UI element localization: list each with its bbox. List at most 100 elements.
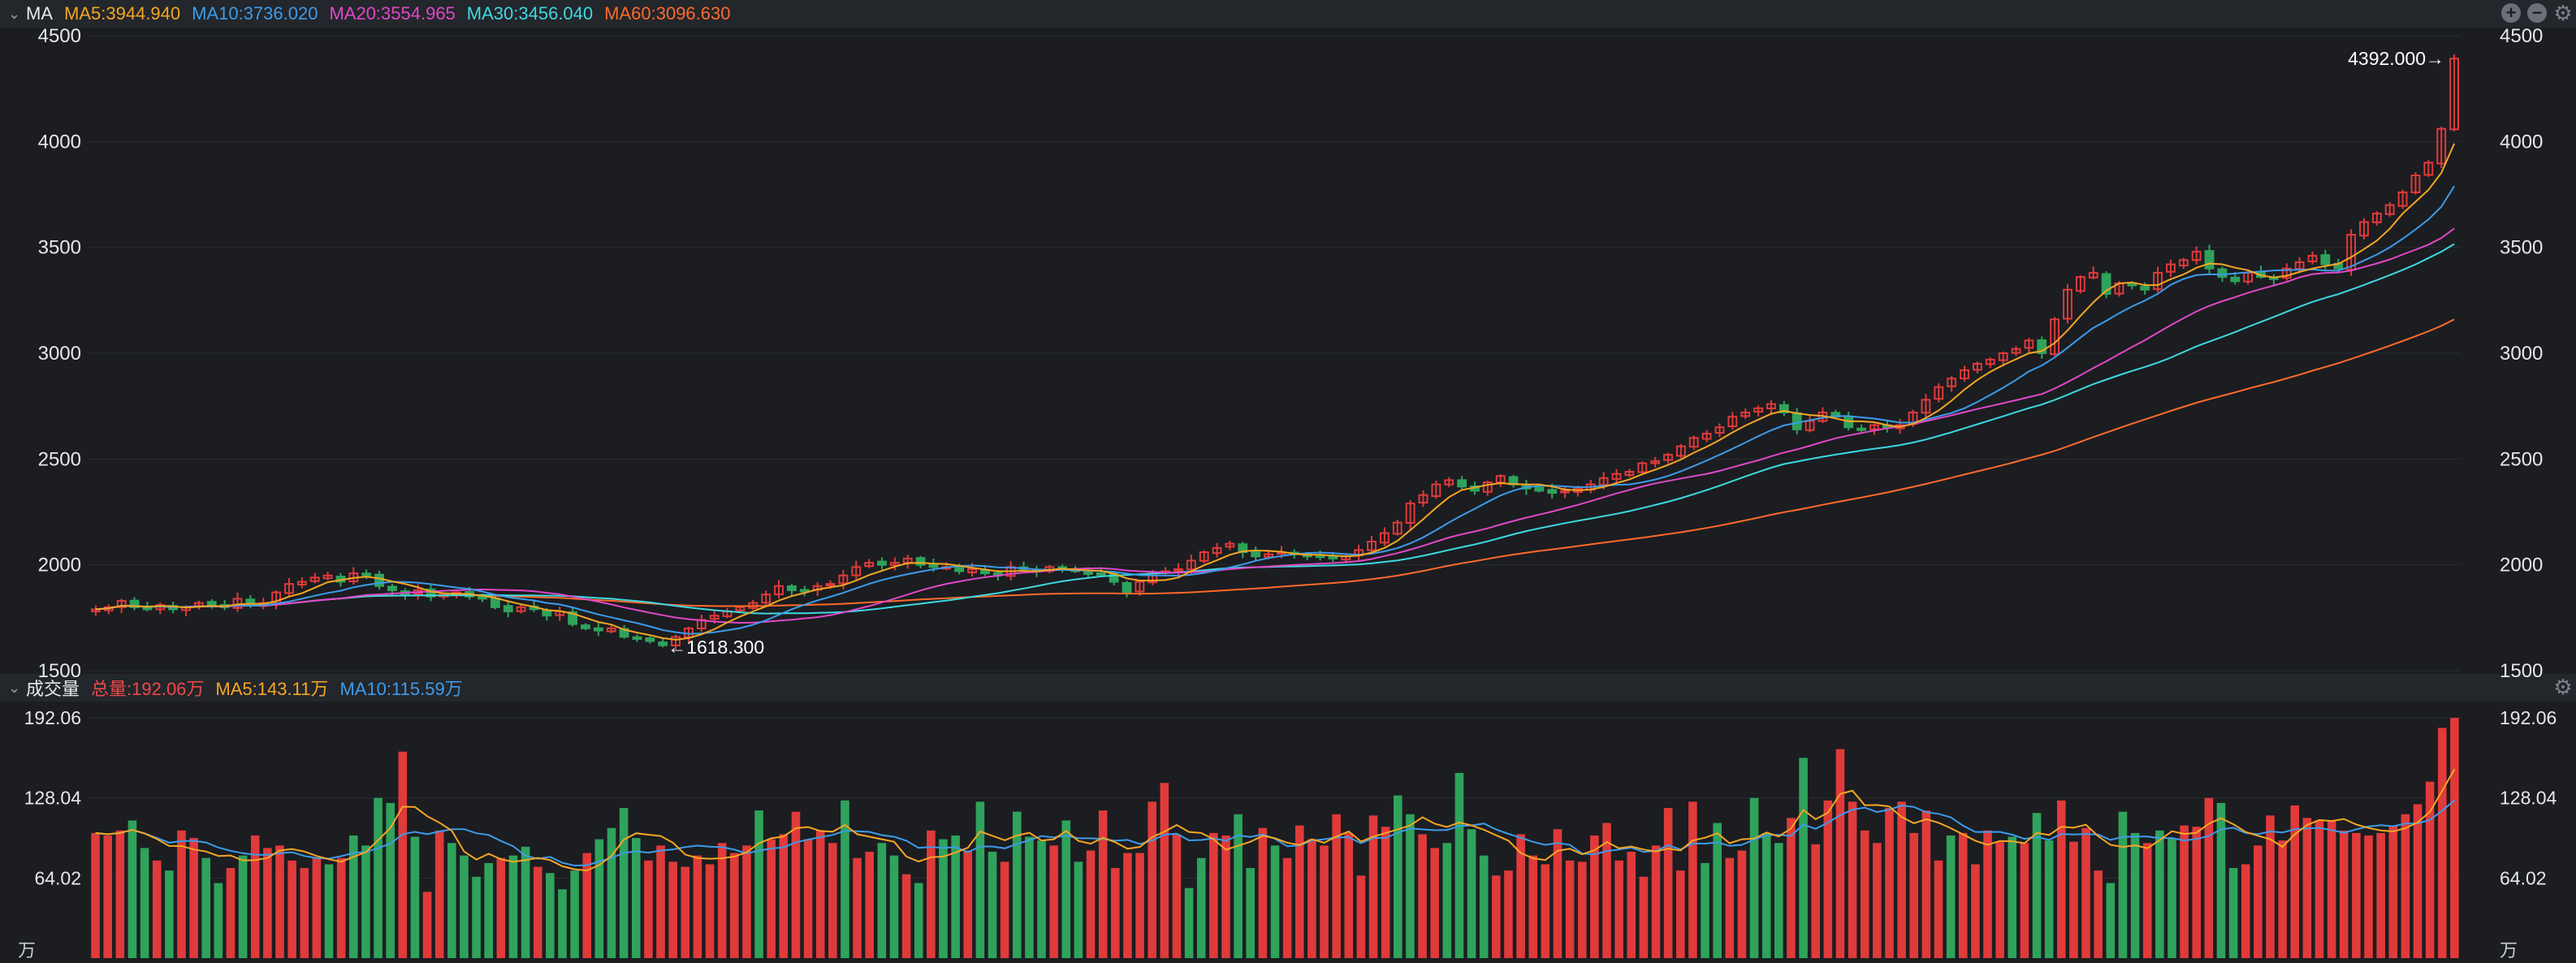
ma20-line	[95, 227, 2455, 624]
volume-bar	[1454, 772, 1464, 958]
price-y-tick-label-right: 1500	[2500, 660, 2543, 682]
candle-body	[2024, 339, 2034, 349]
volume-bar	[1946, 835, 1956, 958]
volume-bar	[115, 830, 125, 958]
volume-bar	[2302, 818, 2312, 958]
volume-bar	[668, 862, 677, 958]
volume-bar	[1675, 870, 1685, 958]
candle-body	[2204, 250, 2215, 270]
price-y-tick-label: 2000	[38, 555, 81, 577]
volume-bar	[2180, 825, 2189, 958]
volume-bar	[1492, 875, 1501, 958]
gear-icon[interactable]: ⚙	[2553, 1, 2573, 25]
volume-bar	[2278, 840, 2287, 958]
candle-body	[129, 599, 140, 608]
volume-bar	[1639, 876, 1649, 958]
volume-bar	[2388, 825, 2398, 958]
candle-body	[2037, 339, 2047, 355]
candle-body	[2436, 127, 2447, 165]
volume-bar	[963, 850, 973, 958]
volume-bar	[582, 853, 592, 958]
volume-bar	[422, 892, 432, 958]
volume-bar	[2327, 820, 2336, 958]
candle-body	[2359, 221, 2369, 237]
chevron-down-icon[interactable]: ⌄	[8, 6, 21, 22]
candle-body	[1482, 482, 1493, 493]
candle-body	[2217, 268, 2228, 279]
candle-body	[1405, 503, 1416, 524]
volume-bar	[287, 860, 296, 958]
candle-body	[374, 573, 384, 587]
volume-bar	[1885, 808, 1894, 958]
candle-body	[658, 641, 668, 646]
candle-body	[2166, 263, 2176, 273]
candle-body	[1367, 540, 1377, 551]
volume-bar	[1614, 860, 1623, 958]
volume-unit-label-right: 万	[2500, 940, 2518, 961]
candle-body	[1688, 437, 1699, 448]
candle-body	[1431, 483, 1441, 498]
volume-bar	[250, 835, 260, 958]
volume-bar	[1184, 887, 1194, 958]
volume-bar	[508, 855, 518, 958]
volume-bar	[1541, 864, 1550, 958]
volume-bar	[2401, 814, 2410, 958]
candle-body	[2153, 271, 2163, 291]
volume-bar	[889, 855, 899, 958]
legend-ma20: MA20:3554.965	[329, 3, 456, 24]
volume-bar	[361, 845, 370, 958]
volume-bar	[2081, 827, 2090, 958]
volume-bar	[1332, 814, 1341, 958]
price-y-tick-label: 4500	[38, 25, 81, 47]
candle-body	[851, 566, 862, 577]
volume-bar	[2450, 718, 2459, 958]
zoom-out-icon[interactable]: −	[2527, 3, 2547, 23]
candle-body	[309, 577, 320, 582]
candle-body	[1264, 553, 1273, 558]
candle-body	[1212, 546, 1222, 555]
candle-body	[1315, 555, 1325, 559]
candle-body	[915, 557, 926, 566]
volume-bar	[1651, 845, 1661, 958]
zoom-in-icon[interactable]: +	[2501, 3, 2521, 23]
volume-bar	[533, 866, 542, 958]
candle-body	[1792, 412, 1802, 430]
volume-bar	[1344, 832, 1354, 958]
volume-y-tick-label-right: 64.02	[2500, 867, 2547, 888]
volume-bar	[1282, 857, 1292, 958]
candle-body	[206, 601, 217, 607]
candle-body	[2410, 175, 2421, 193]
volume-bar	[263, 848, 272, 958]
volume-bar	[1320, 845, 1329, 958]
volume-bar	[1246, 868, 1256, 958]
volume-bar	[460, 855, 469, 958]
price-y-tick-label: 3500	[38, 237, 81, 259]
volume-bar	[374, 797, 383, 958]
volume-bar	[275, 845, 284, 958]
chevron-down-icon[interactable]: ⌄	[8, 680, 21, 696]
volume-bar	[1577, 862, 1587, 958]
candle-body	[1392, 521, 1403, 535]
volume-bar	[1135, 853, 1144, 958]
volume-bar	[1111, 868, 1120, 958]
legend-ma60: MA60:3096.630	[604, 3, 731, 24]
volume-bar	[1958, 832, 1968, 958]
volume-bar	[2254, 845, 2263, 958]
volume-bar	[767, 839, 776, 958]
candle-body	[671, 636, 681, 647]
volume-bar	[803, 839, 813, 958]
volume-bar	[472, 876, 481, 958]
volume-bar	[1835, 749, 1845, 958]
price-y-tick-label-right: 2000	[2500, 555, 2543, 577]
candle-body	[1650, 460, 1661, 464]
candle-body	[1701, 433, 1712, 440]
candle-body	[387, 585, 397, 591]
price-y-tick-label-right: 2500	[2500, 448, 2543, 470]
candle-body	[1663, 454, 1673, 461]
volume-bar	[607, 827, 616, 958]
gear-icon[interactable]: ⚙	[2553, 675, 2573, 699]
volume-bar	[2413, 804, 2423, 958]
candle-body	[1560, 490, 1570, 494]
price-y-tick-label-right: 3500	[2500, 237, 2543, 259]
